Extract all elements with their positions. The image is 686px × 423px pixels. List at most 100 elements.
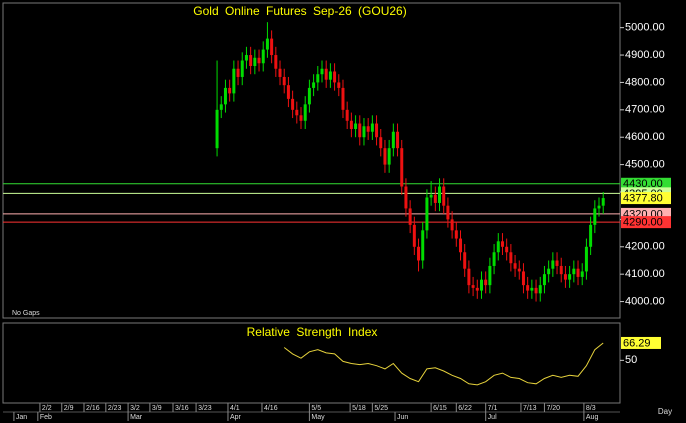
y-tick-label: 4500.00 <box>625 159 665 171</box>
candle-body <box>253 57 257 66</box>
month-label: Feb <box>40 414 52 421</box>
candle-body <box>408 208 412 225</box>
candle-body <box>358 123 362 138</box>
candle-body <box>509 252 513 264</box>
candle-body <box>261 49 265 64</box>
candle-body <box>274 55 278 69</box>
candle-body <box>303 104 307 121</box>
candle-body <box>496 241 500 253</box>
candle-body <box>467 268 471 286</box>
level-tag <box>621 177 671 190</box>
month-label: May <box>311 414 325 421</box>
candle-body <box>370 123 374 132</box>
candle-body <box>530 287 534 291</box>
rsi-title: Relative Strength Index <box>247 325 378 339</box>
candle-body <box>421 230 425 261</box>
y-tick-label: 4800.00 <box>625 76 665 88</box>
candle-body <box>593 208 597 225</box>
candle-body <box>228 87 232 94</box>
candle-body <box>291 98 295 110</box>
candle-body <box>446 205 450 220</box>
candle-body <box>475 287 479 291</box>
y-tick-label: 4000.00 <box>625 295 665 307</box>
month-label: Jul <box>488 414 497 421</box>
candle-body <box>324 68 328 80</box>
candle-body <box>484 279 488 286</box>
month-label: Apr <box>230 414 242 421</box>
x-tick-label: 5/5 <box>311 405 321 412</box>
candle-body <box>471 285 475 288</box>
candle-body <box>240 60 244 77</box>
x-axis-label: Day <box>658 407 672 416</box>
x-tick-label: 4/1 <box>230 405 240 412</box>
candle-body <box>257 57 261 64</box>
candle-body <box>400 148 404 187</box>
candle-body <box>375 123 379 138</box>
candle-body <box>249 55 253 66</box>
x-tick-label: 2/2 <box>42 405 52 412</box>
y-tick-label: 4600.00 <box>625 131 665 143</box>
month-label: Jun <box>397 414 408 421</box>
x-tick-label: 5/25 <box>374 405 388 412</box>
candle-body <box>316 74 320 83</box>
candle-body <box>278 68 282 77</box>
candle-body <box>244 55 248 61</box>
x-tick-label: 4/16 <box>264 405 278 412</box>
candle-body <box>354 123 358 129</box>
x-tick-label: 3/16 <box>175 405 189 412</box>
candle-body <box>513 263 517 269</box>
candle-body <box>295 109 299 116</box>
candle-body <box>505 246 509 253</box>
x-tick-label: 6/22 <box>458 405 472 412</box>
rsi-panel <box>2 322 621 404</box>
month-label: Aug <box>586 414 599 421</box>
x-tick-label: 5/18 <box>352 405 366 412</box>
y-tick-label: 4200.00 <box>625 241 665 253</box>
candle-body <box>572 268 576 275</box>
candle-body <box>463 252 467 269</box>
candle-body <box>328 71 332 80</box>
candle-body <box>459 238 463 253</box>
candle-body <box>232 68 236 94</box>
chart-title: Gold Online Futures Sep-26 (GOU26) <box>193 4 406 18</box>
candle-body <box>219 104 223 110</box>
y-tick-label: 4700.00 <box>625 104 665 116</box>
candle-body <box>576 268 580 277</box>
candle-body <box>383 148 387 165</box>
candle-body <box>391 131 395 149</box>
candle-body <box>601 198 605 206</box>
candle-body <box>387 148 391 165</box>
candle-body <box>270 38 274 56</box>
candle-body <box>429 194 433 198</box>
month-label: Mar <box>130 414 143 421</box>
candle-body <box>396 131 400 149</box>
level-label: 4377.80 <box>623 192 663 204</box>
candle-body <box>551 260 555 269</box>
candle-body <box>438 186 442 203</box>
candle-body <box>320 68 324 75</box>
candle-body <box>568 274 572 280</box>
candle-body <box>286 85 290 99</box>
candle-body <box>521 271 525 286</box>
candle-body <box>282 76 286 86</box>
candle-body <box>299 115 303 121</box>
y-tick-label: 4100.00 <box>625 268 665 280</box>
candle-body <box>542 274 546 286</box>
candle-body <box>379 137 383 149</box>
candle-body <box>538 285 542 294</box>
x-tick-label: 3/2 <box>130 405 140 412</box>
candle-body <box>337 82 341 88</box>
candle-body <box>307 87 311 105</box>
candle-body <box>362 126 366 138</box>
level-tag <box>621 216 671 229</box>
candle-body <box>589 224 593 247</box>
candle-body <box>265 38 269 50</box>
x-tick-label: 3/23 <box>198 405 212 412</box>
candle-body <box>526 285 530 291</box>
candle-body <box>349 120 353 129</box>
candle-body <box>366 126 370 132</box>
candle-body <box>341 87 345 110</box>
candle-body <box>580 271 584 277</box>
rsi-value-label: 66.29 <box>623 337 651 349</box>
